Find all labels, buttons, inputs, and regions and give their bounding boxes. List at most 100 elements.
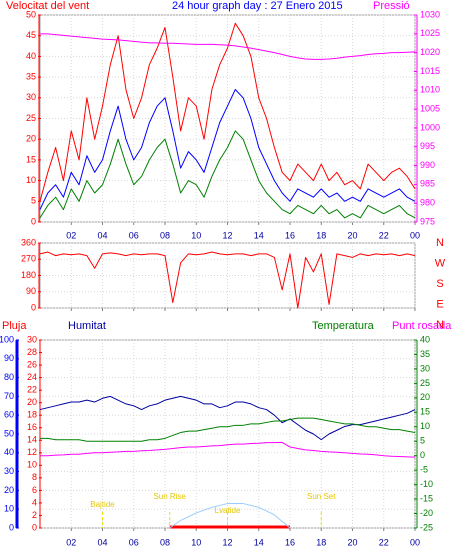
y-tick-label: 40 [26,51,36,61]
y-tick-label: 2 [32,510,37,520]
compass-label: N [436,237,444,249]
y-tick-label: 1000 [420,122,440,132]
y-tick-label: 50 [4,428,14,438]
y-tick-label: 1005 [420,103,440,113]
annotation-text: Bajtide [90,500,115,509]
y-tick-label: 30 [4,466,14,476]
y-tick-label: 990 [420,160,435,170]
x-tick-label: 14 [254,537,264,547]
y-tick-label: 985 [420,179,435,189]
x-tick-label: 04 [97,537,107,547]
series-line [39,89,416,210]
y-tick-label: -20 [420,508,433,518]
y-tick-label: 100 [0,334,14,344]
y-tick-label: 25 [420,378,430,388]
y-tick-label: 10 [26,175,36,185]
y-tick-label: 5 [420,436,425,446]
x-tick-label: 12 [222,537,232,547]
x-tick-label: 16 [285,537,295,547]
x-tick-label: 10 [191,537,201,547]
y-tick-label: 10 [27,460,37,470]
y-tick-label: -25 [420,522,433,532]
x-tick-label: 22 [379,230,389,240]
y-tick-label: 90 [26,286,36,296]
y-tick-label: 18 [27,410,37,420]
y-tick-label: 10 [4,504,14,514]
x-tick-label: 00 [410,230,420,240]
y-tick-label: 26 [27,359,37,369]
x-tick-label: 06 [129,537,139,547]
wind-label: Velocitat del vent [6,0,89,12]
y-tick-label: 360 [21,237,36,247]
annotation-text: Sun Set [307,492,336,501]
series-line [40,441,416,458]
y-tick-label: 16 [27,422,37,432]
annotation-text: Lvatide [215,506,241,515]
y-tick-label: 20 [420,392,430,402]
y-tick-label: 6 [32,485,37,495]
y-tick-label: 12 [27,447,37,457]
temperature-label: Temperatura [312,320,375,332]
y-tick-label: 30 [420,363,430,373]
y-tick-label: 22 [27,385,37,395]
y-tick-label: 50 [26,9,36,19]
y-tick-label: 30 [27,334,37,344]
y-tick-label: 0 [9,522,14,532]
annotation-text: Sun Rise [153,492,186,501]
chart-title: 24 hour graph day : 27 Enero 2015 [172,0,343,12]
y-tick-label: 1030 [420,9,440,19]
series-line [39,130,416,219]
x-tick-label: 10 [191,230,201,240]
series-line [39,251,416,309]
series-line [169,503,291,529]
x-tick-label: 08 [160,537,170,547]
pressure-label: Pressió [373,0,410,12]
compass-label: N [436,319,444,331]
y-tick-label: 0 [32,522,37,532]
y-tick-label: 15 [420,407,430,417]
y-tick-label: 45 [26,30,36,40]
y-tick-label: 980 [420,198,435,208]
x-tick-label: 12 [222,230,232,240]
y-tick-label: 1020 [420,47,440,57]
y-tick-label: 0 [31,302,36,312]
x-tick-label: 18 [316,230,326,240]
x-tick-label: 22 [379,537,389,547]
y-tick-label: 28 [27,347,37,357]
humidity-label: Humitat [68,320,106,332]
series-line [39,22,416,202]
y-tick-label: 20 [26,134,36,144]
y-tick-label: 40 [420,334,430,344]
x-tick-label: 06 [129,230,139,240]
x-tick-label: 00 [410,537,420,547]
x-tick-label: 02 [66,537,76,547]
y-tick-label: 90 [4,353,14,363]
y-tick-label: 15 [26,154,36,164]
x-tick-label: 16 [285,230,295,240]
x-tick-label: 20 [347,537,357,547]
y-tick-label: 0 [31,216,36,226]
y-tick-label: 975 [420,216,435,226]
x-tick-label: 04 [97,230,107,240]
y-tick-label: 60 [4,410,14,420]
series-line [40,33,416,60]
y-tick-label: 20 [27,397,37,407]
y-tick-label: 180 [21,270,36,280]
compass-label: W [435,257,446,269]
y-tick-label: 40 [4,447,14,457]
y-tick-label: 0 [420,450,425,460]
y-tick-label: 30 [26,92,36,102]
y-tick-label: 35 [420,349,430,359]
x-tick-label: 14 [254,230,264,240]
y-tick-label: 70 [4,391,14,401]
y-tick-label: 1015 [420,66,440,76]
y-tick-label: 20 [4,485,14,495]
dewpoint-label: Punt rosada [392,320,452,332]
compass-label: E [436,298,443,310]
y-tick-label: 995 [420,141,435,151]
y-tick-label: 25 [26,113,36,123]
y-tick-label: 24 [27,372,37,382]
x-tick-label: 02 [66,230,76,240]
y-tick-label: 80 [4,372,14,382]
